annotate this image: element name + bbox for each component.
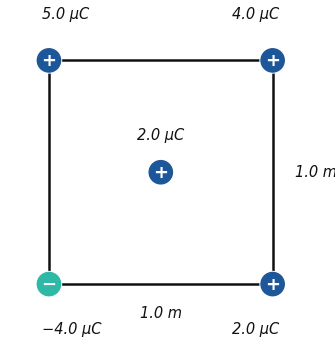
Text: +: +	[42, 52, 56, 70]
Circle shape	[37, 48, 62, 73]
Text: 2.0 μC: 2.0 μC	[137, 128, 184, 143]
Text: 1.0 m: 1.0 m	[295, 165, 335, 180]
Circle shape	[37, 272, 62, 296]
Circle shape	[149, 160, 173, 184]
Text: −: −	[42, 276, 57, 294]
Text: 5.0 μC: 5.0 μC	[42, 7, 89, 22]
Circle shape	[260, 48, 285, 73]
Circle shape	[148, 160, 173, 185]
Text: 2.0 μC: 2.0 μC	[232, 322, 279, 337]
Text: 4.0 μC: 4.0 μC	[232, 7, 279, 22]
Text: +: +	[153, 164, 168, 182]
Circle shape	[37, 272, 61, 296]
Text: −4.0 μC: −4.0 μC	[42, 322, 102, 337]
Circle shape	[261, 272, 284, 296]
Text: +: +	[265, 52, 280, 70]
Circle shape	[260, 272, 285, 296]
Text: 1.0 m: 1.0 m	[140, 306, 182, 321]
Circle shape	[37, 49, 61, 72]
Circle shape	[261, 49, 284, 72]
Text: +: +	[265, 276, 280, 294]
